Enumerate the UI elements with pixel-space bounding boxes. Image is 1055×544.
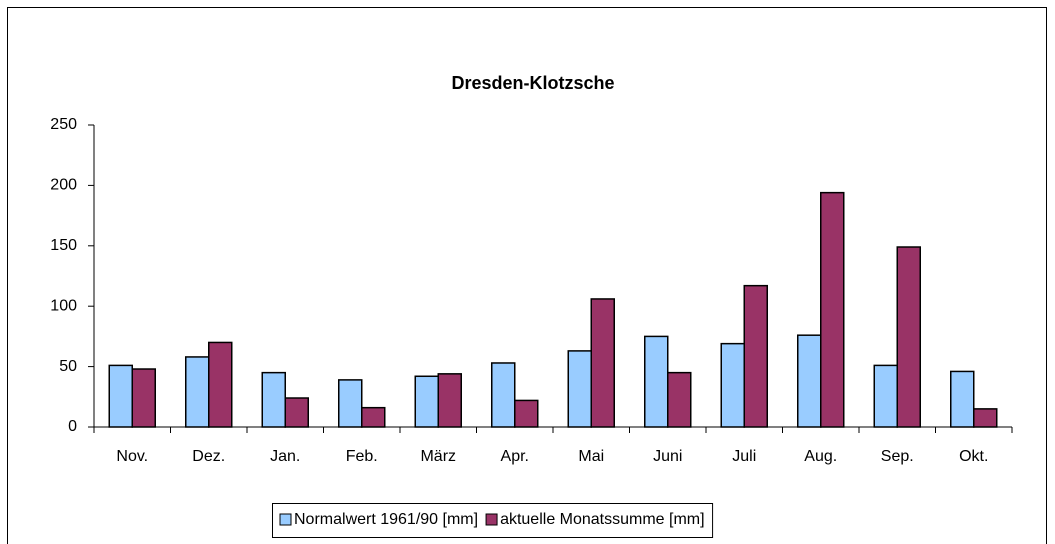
bar [567,350,592,428]
x-tick-label: Feb. [346,448,378,465]
bar [338,379,363,428]
bar [208,341,233,428]
y-tick-label: 150 [50,237,77,254]
bar [743,284,768,428]
bar [644,335,669,428]
bar [514,399,539,428]
bar [797,334,822,428]
x-tick-label: Apr. [501,448,529,465]
x-tick-label: Dez. [192,448,225,465]
chart-frame [7,7,1047,544]
bar [131,368,156,428]
y-tick-label: 0 [68,418,77,435]
bar [261,371,286,428]
y-tick-label: 200 [50,177,77,194]
legend-label: aktuelle Monatssumme [mm] [500,511,705,528]
x-tick-label: Sep. [881,448,914,465]
x-tick-label: Okt. [959,448,988,465]
bar [720,342,745,428]
y-tick-label: 250 [50,116,77,133]
bar [491,362,516,428]
bar [185,356,210,428]
x-tick-label: März [420,448,456,465]
bar [414,375,439,428]
x-tick-label: Jan. [270,448,300,465]
x-tick-label: Juli [732,448,756,465]
bar [108,364,133,428]
bar [896,246,921,428]
legend-swatch [485,513,498,526]
y-tick-label: 100 [50,297,77,314]
x-tick-label: Juni [653,448,682,465]
bar [873,364,898,428]
bar [820,191,845,428]
bar [973,408,998,428]
bar [437,373,462,428]
y-tick-label: 50 [59,358,77,375]
bar [667,371,692,428]
x-tick-label: Aug. [804,448,837,465]
x-tick-label: Nov. [116,448,148,465]
bar [361,406,386,428]
bar [590,298,615,428]
legend-swatch [279,513,292,526]
x-tick-label: Mai [578,448,604,465]
bar [284,397,309,428]
bar [950,370,975,428]
chart-title: Dresden-Klotzsche [451,73,614,93]
legend-label: Normalwert 1961/90 [mm] [294,511,478,528]
